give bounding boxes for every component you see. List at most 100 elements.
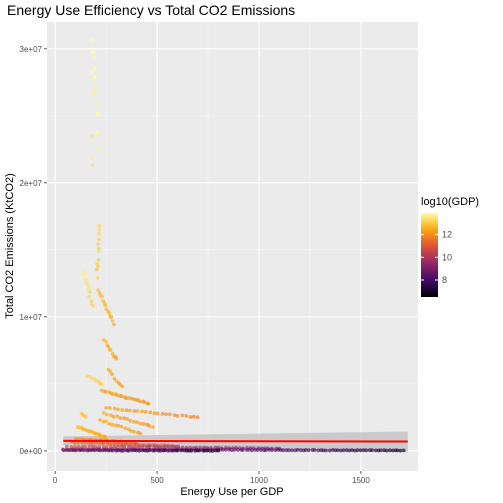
data-point — [147, 448, 152, 453]
data-point — [121, 448, 125, 453]
data-point — [90, 70, 94, 74]
data-point — [111, 414, 116, 419]
data-point — [104, 406, 108, 410]
x-axis-title: Energy Use per GDP — [180, 486, 283, 498]
data-point — [210, 449, 215, 453]
data-point — [98, 448, 102, 453]
data-point — [112, 322, 116, 327]
data-point — [160, 412, 165, 416]
data-point — [97, 231, 101, 236]
x-tick-label: 500 — [150, 476, 164, 485]
data-point — [119, 424, 124, 429]
legend-tick-label: 12 — [442, 230, 452, 240]
data-point — [79, 448, 84, 452]
data-point — [74, 448, 78, 453]
data-point — [143, 409, 148, 414]
data-point — [155, 411, 160, 416]
data-point — [306, 448, 311, 453]
x-tick-label: 1000 — [250, 476, 268, 485]
data-point — [94, 100, 99, 105]
data-point — [119, 394, 124, 398]
data-point — [96, 242, 101, 247]
data-point — [84, 414, 88, 419]
data-point — [205, 448, 210, 453]
data-point — [129, 429, 134, 433]
data-point — [116, 423, 121, 428]
data-point — [96, 288, 100, 292]
data-point — [270, 448, 274, 452]
data-point — [134, 448, 139, 453]
data-point — [316, 448, 321, 453]
data-point — [179, 448, 184, 453]
data-points — [61, 38, 406, 453]
legend-title: log10(GDP) — [421, 196, 479, 208]
data-point — [138, 431, 143, 436]
data-point — [93, 66, 97, 71]
data-point — [299, 448, 303, 453]
data-point — [110, 392, 115, 397]
data-point — [90, 77, 95, 81]
data-point — [112, 406, 117, 411]
data-point — [116, 407, 120, 412]
data-point — [88, 290, 92, 295]
data-point — [67, 448, 71, 453]
data-point — [90, 444, 95, 449]
data-point — [273, 448, 278, 452]
data-point — [259, 448, 263, 452]
data-point — [103, 448, 108, 453]
data-point — [197, 448, 202, 453]
data-point — [350, 448, 354, 452]
data-point — [191, 414, 196, 419]
data-point — [115, 393, 120, 398]
data-point — [95, 112, 100, 117]
data-point — [384, 448, 389, 453]
x-tick-label: 0 — [53, 476, 58, 485]
data-point — [202, 448, 207, 453]
data-point — [135, 420, 140, 425]
data-point — [106, 344, 111, 349]
data-point — [120, 408, 125, 412]
legend-tick-label: 10 — [442, 252, 452, 262]
data-point — [172, 413, 177, 417]
data-point — [255, 448, 260, 452]
data-point — [114, 378, 118, 383]
data-point — [101, 410, 106, 415]
data-point — [91, 304, 95, 308]
data-point — [93, 441, 98, 445]
data-point — [99, 382, 104, 386]
data-point — [336, 448, 340, 453]
data-point — [110, 372, 114, 377]
data-point — [89, 49, 94, 54]
data-point — [96, 249, 101, 254]
data-point — [110, 442, 114, 446]
data-point — [341, 448, 346, 453]
data-point — [247, 447, 251, 452]
data-point — [87, 295, 92, 299]
data-point — [95, 264, 100, 269]
data-point — [103, 435, 108, 440]
y-tick-label: 3e+07 — [20, 45, 43, 54]
data-point — [175, 413, 180, 418]
data-point — [108, 347, 113, 352]
data-point — [103, 303, 108, 308]
data-point — [64, 444, 69, 449]
data-point — [98, 418, 102, 422]
data-point — [267, 448, 271, 452]
data-point — [107, 311, 112, 316]
data-point — [126, 448, 131, 453]
data-point — [127, 408, 132, 413]
data-point — [104, 339, 108, 344]
y-axis-title: Total CO2 Emissions (KtCO2) — [4, 173, 16, 318]
data-point — [171, 448, 176, 453]
data-point — [132, 429, 137, 434]
data-point — [91, 91, 96, 96]
data-point — [188, 415, 193, 419]
data-point — [92, 56, 97, 60]
data-point — [141, 422, 146, 426]
data-point — [304, 448, 308, 452]
data-point — [147, 423, 152, 428]
data-point — [93, 87, 97, 92]
data-point — [95, 276, 100, 280]
data-point — [111, 448, 115, 453]
